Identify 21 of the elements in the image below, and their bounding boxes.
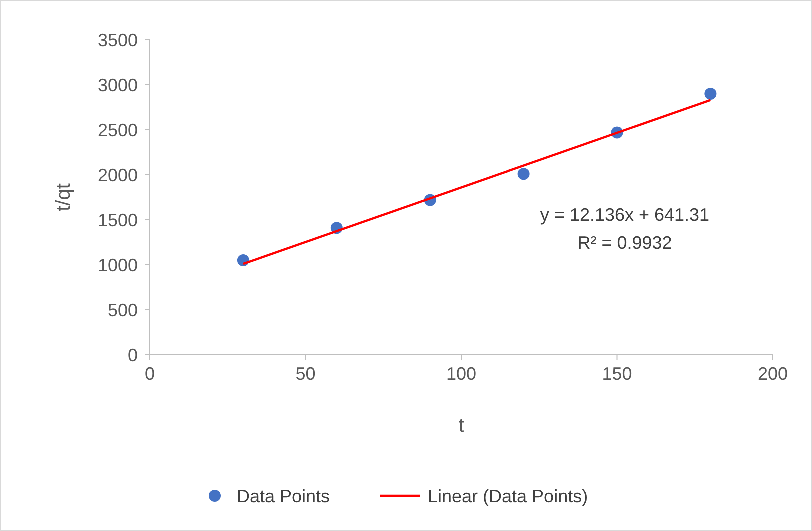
point <box>704 88 717 100</box>
x-axis-title: t <box>458 415 465 437</box>
y-tick-label: 3000 <box>98 75 138 96</box>
point <box>518 168 530 180</box>
x-tick-label: 100 <box>446 364 477 384</box>
y-tick-label: 3500 <box>98 30 138 50</box>
y-tick-label: 0 <box>128 345 138 366</box>
annotation: R² = 0.9932 <box>578 233 672 253</box>
x-tick-label: 50 <box>296 364 316 384</box>
y-axis-title: t/qt <box>53 183 75 212</box>
x-tick-label: 150 <box>602 364 632 384</box>
annotation: y = 12.136x + 641.31 <box>540 205 710 225</box>
x-tick-label: 0 <box>144 364 156 384</box>
y-tick-label: 2500 <box>98 120 138 140</box>
y-tick-label: 500 <box>108 300 138 320</box>
y-tick-label: 2000 <box>98 165 138 186</box>
y-tick-label: 1000 <box>98 255 138 276</box>
legend-label: Linear (Data Points) <box>428 486 588 506</box>
y-tick-label: 1500 <box>98 210 138 230</box>
legend-label: Data Points <box>237 486 330 506</box>
x-tick-label: 200 <box>758 364 788 384</box>
